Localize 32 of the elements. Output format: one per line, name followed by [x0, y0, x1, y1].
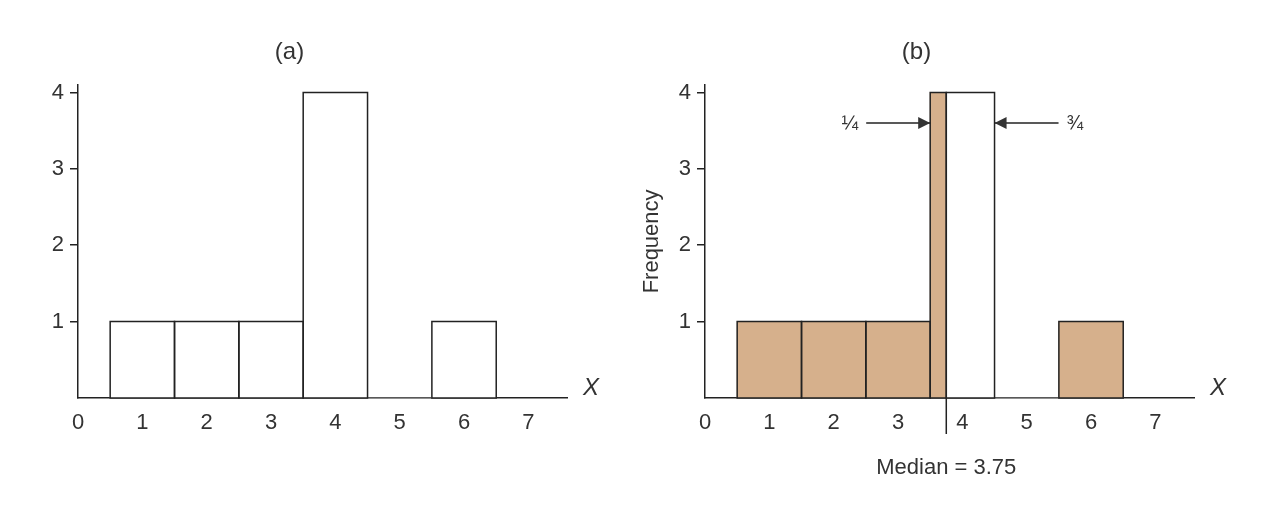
x-tick-label: 0	[71, 409, 85, 435]
chart-title: (a)	[274, 37, 305, 65]
x-tick-label: 3	[264, 409, 278, 435]
x-tick-label: 7	[1149, 409, 1162, 435]
chart-title: (b)	[901, 37, 932, 65]
x-axis-title: X	[1209, 372, 1227, 400]
x-tick-label: 1	[136, 409, 149, 435]
x-tick-label: 2	[200, 409, 213, 435]
y-tick-label: 2	[678, 231, 691, 257]
annotation: ¾	[1066, 110, 1084, 133]
annotation: ¼	[841, 110, 859, 133]
x-tick-label: 7	[522, 409, 535, 435]
y-tick-label: 4	[678, 78, 691, 104]
y-tick-label: 1	[51, 307, 64, 333]
x-tick-label: 6	[1084, 409, 1098, 435]
x-tick-label: 3	[891, 409, 905, 435]
x-tick-label: 1	[763, 409, 776, 435]
y-axis-title: Frequency	[638, 189, 664, 294]
y-tick-label: 4	[51, 78, 64, 104]
x-tick-label: 4	[956, 409, 969, 435]
ref-line-label: Median = 3.75	[876, 454, 1017, 480]
y-tick-label: 3	[51, 154, 64, 180]
y-tick-label: 2	[51, 231, 64, 257]
x-axis-title: X	[582, 372, 600, 400]
y-tick-label: 3	[678, 154, 691, 180]
x-tick-label: 5	[393, 409, 406, 435]
x-tick-label: 0	[698, 409, 712, 435]
x-tick-label: 5	[1020, 409, 1033, 435]
y-tick-label: 1	[678, 307, 691, 333]
x-tick-label: 4	[329, 409, 342, 435]
x-tick-label: 2	[827, 409, 840, 435]
x-tick-label: 6	[457, 409, 471, 435]
